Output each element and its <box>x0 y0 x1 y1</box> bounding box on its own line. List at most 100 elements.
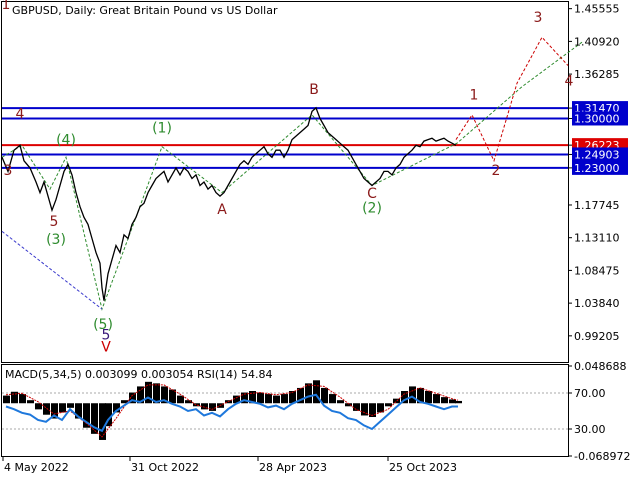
time-tick-label: 4 May 2022 <box>4 461 69 474</box>
macd-bar <box>369 403 376 418</box>
macd-bar <box>449 399 456 404</box>
macd-bar <box>273 395 280 404</box>
level-tag <box>572 111 628 126</box>
macd-bar <box>105 403 112 427</box>
macd-bar <box>201 403 208 410</box>
wave-label: A <box>217 202 227 218</box>
wave-label: (1) <box>152 121 172 137</box>
macd-bar <box>417 387 424 404</box>
price-series-line <box>1 106 457 301</box>
indicator-tick-label: -0.068972 <box>574 450 630 463</box>
macd-bar <box>27 400 34 404</box>
macd-bar <box>83 403 90 428</box>
indicator-tick-label: 70.00 <box>574 387 606 400</box>
price-tick-label: 1.08475 <box>574 264 620 277</box>
time-axis[interactable]: 4 May 2022 31 Oct 2022 28 Apr 2023 25 Oct 2… <box>2 457 457 474</box>
macd-bar <box>3 395 10 404</box>
macd-bar <box>433 394 440 404</box>
macd-bar <box>393 398 400 404</box>
macd-bar <box>313 380 320 404</box>
macd-bar <box>305 383 312 404</box>
macd-bar <box>59 403 66 413</box>
indicator-label: MACD(5,34,5) 0.003099 0.003054 RSI(14) 5… <box>5 368 272 381</box>
wave-label: 3 <box>534 10 543 26</box>
macd-bar <box>185 400 192 404</box>
macd-bar <box>75 403 82 419</box>
macd-bar <box>129 392 136 404</box>
macd-bar <box>51 403 58 419</box>
macd-bar <box>241 392 248 404</box>
wave-label: (3) <box>46 232 66 248</box>
macd-bar <box>345 403 352 407</box>
macd-bar <box>361 403 368 416</box>
wave-label: 4 <box>16 106 25 122</box>
macd-bar <box>377 403 384 413</box>
wave-label: (5) <box>93 317 113 333</box>
price-axis[interactable]: 1.455551.409201.362851.314701.300001.262… <box>568 3 628 343</box>
indicator-plot <box>2 380 568 440</box>
wave-label: 3 <box>4 163 13 179</box>
wave-label: (2) <box>362 200 382 216</box>
macd-bar <box>321 387 328 404</box>
horizontal-levels <box>2 107 568 169</box>
wave-label: 1 <box>470 87 479 103</box>
macd-bar <box>425 391 432 404</box>
price-tick-label: 1.23000 <box>574 162 620 175</box>
macd-bar <box>257 392 264 404</box>
macd-bar <box>177 395 184 404</box>
macd-bar <box>43 403 50 415</box>
macd-bar <box>35 403 42 410</box>
price-tick-label: 1.24903 <box>574 148 620 161</box>
macd-bar <box>249 391 256 404</box>
rsi-line <box>5 393 458 433</box>
macd-bar <box>137 386 144 404</box>
macd-bar <box>67 403 74 408</box>
macd-bar <box>233 395 240 404</box>
indicator-tick-label: 30.00 <box>574 423 606 436</box>
macd-bar <box>153 383 160 404</box>
macd-bar <box>441 397 448 404</box>
price-tick-label: 1.30000 <box>574 112 620 125</box>
indicator-axis[interactable]: 0.048688 70.00 30.00 -0.068972 <box>568 360 630 463</box>
macd-bar <box>19 394 26 404</box>
macd-bar <box>169 389 176 404</box>
macd-bar <box>91 403 98 434</box>
macd-bar <box>281 394 288 404</box>
macd-bar <box>409 386 416 404</box>
price-tick-label: 1.17745 <box>574 199 620 212</box>
macd-bar <box>265 394 272 404</box>
macd-bar <box>161 386 168 404</box>
macd-bar <box>11 391 18 404</box>
chart-title: GBPUSD, Daily: Great Britain Pound vs US… <box>12 4 278 17</box>
macd-bar <box>297 387 304 404</box>
macd-bar <box>193 403 200 407</box>
wave-label: 4 <box>565 73 574 89</box>
level-tag <box>572 160 628 175</box>
wave-label: 1 <box>2 0 11 13</box>
wave-label: (4) <box>56 133 76 149</box>
time-tick-label: 31 Oct 2022 <box>131 461 199 474</box>
price-tick-label: 1.36285 <box>574 68 620 81</box>
green-wave-line <box>1 41 583 311</box>
macd-bar <box>145 381 152 404</box>
price-line <box>1 106 457 301</box>
macd-bar <box>289 391 296 404</box>
macd-bar <box>121 400 128 404</box>
forecast-path <box>455 36 569 163</box>
wave-label: 5 <box>50 214 59 230</box>
price-tick-label: 1.13110 <box>574 232 620 245</box>
green-wave-path <box>1 41 583 311</box>
blue-trend-line <box>1 231 103 310</box>
macd-bar <box>113 403 120 413</box>
macd-bar <box>99 403 106 440</box>
macd-bar <box>337 400 344 404</box>
price-tick-label: 1.40920 <box>574 35 620 48</box>
time-tick-label: 28 Apr 2023 <box>259 461 327 474</box>
blue-trend-segment <box>1 231 103 310</box>
macd-bar <box>455 400 462 404</box>
wave-label: 2 <box>492 163 501 179</box>
wave-label: B <box>309 82 319 98</box>
price-panel-frame <box>1 1 569 363</box>
